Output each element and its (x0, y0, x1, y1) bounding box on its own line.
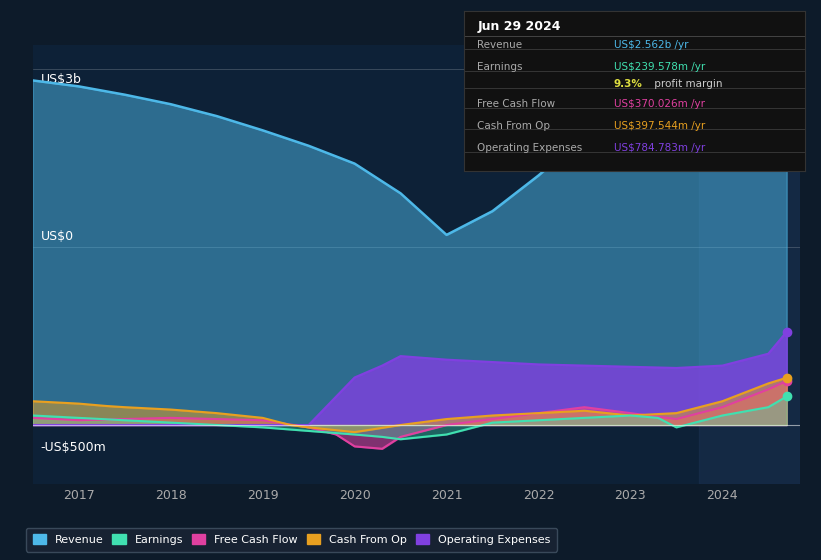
Text: 9.3%: 9.3% (614, 79, 643, 89)
Text: Earnings: Earnings (478, 62, 523, 72)
Text: US$2.562b /yr: US$2.562b /yr (614, 40, 688, 50)
Text: US$3b: US$3b (40, 73, 81, 86)
Text: Revenue: Revenue (478, 40, 523, 50)
Text: US$397.544m /yr: US$397.544m /yr (614, 120, 705, 130)
Text: Cash From Op: Cash From Op (478, 120, 551, 130)
Text: US$784.783m /yr: US$784.783m /yr (614, 143, 705, 153)
Text: -US$500m: -US$500m (40, 441, 106, 454)
Legend: Revenue, Earnings, Free Cash Flow, Cash From Op, Operating Expenses: Revenue, Earnings, Free Cash Flow, Cash … (26, 528, 557, 552)
Text: US$370.026m /yr: US$370.026m /yr (614, 99, 704, 109)
Text: US$239.578m /yr: US$239.578m /yr (614, 62, 705, 72)
Text: US$0: US$0 (40, 230, 74, 242)
Text: profit margin: profit margin (651, 79, 722, 89)
Bar (699, 45, 800, 484)
Text: Operating Expenses: Operating Expenses (478, 143, 583, 153)
Text: Free Cash Flow: Free Cash Flow (478, 99, 556, 109)
Text: Jun 29 2024: Jun 29 2024 (478, 20, 561, 33)
